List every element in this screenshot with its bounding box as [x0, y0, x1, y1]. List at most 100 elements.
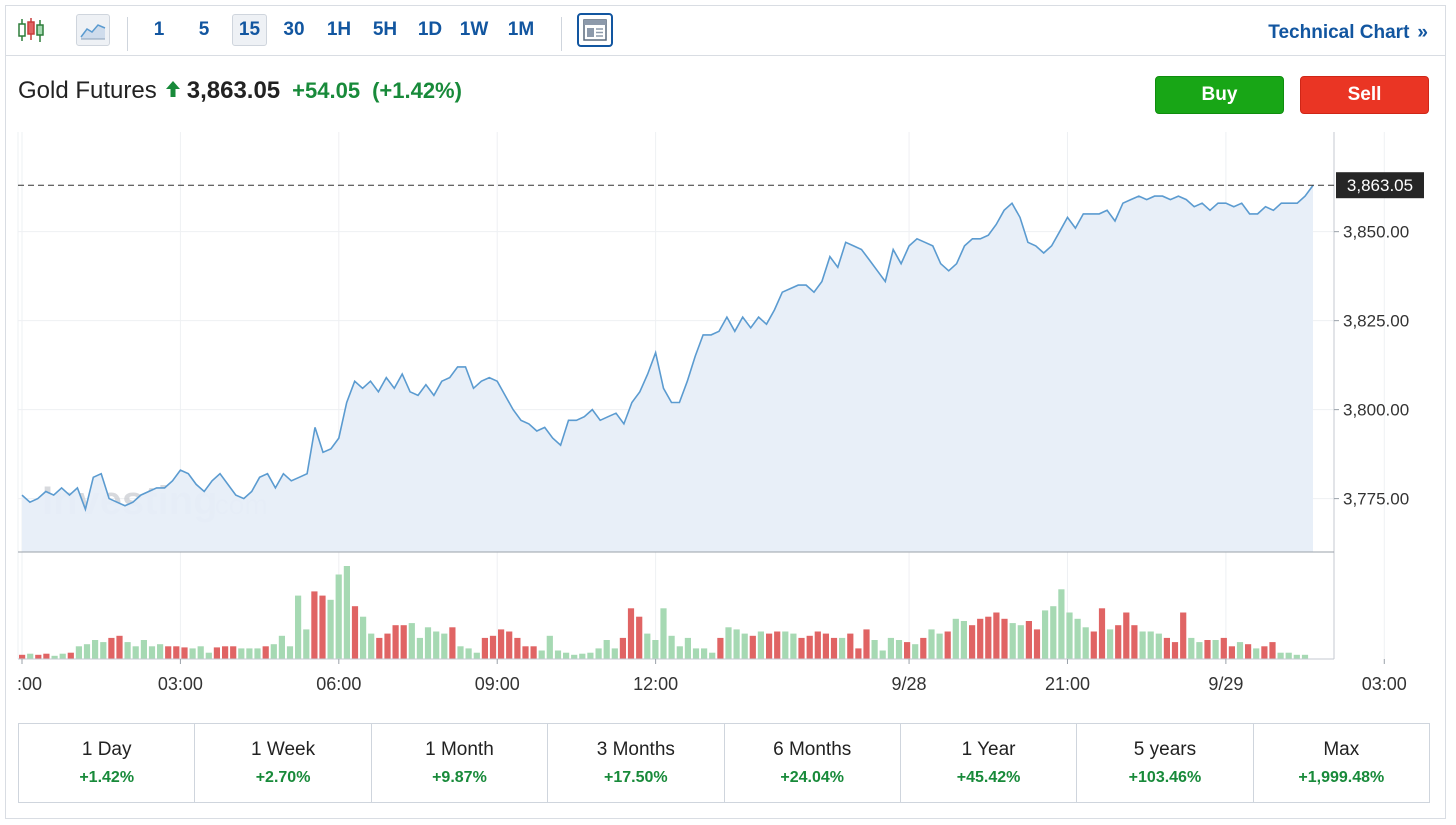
- volume-bar: [181, 647, 188, 659]
- volume-bar: [871, 640, 878, 659]
- volume-bar: [652, 640, 659, 659]
- volume-bar: [75, 646, 82, 659]
- performance-cell[interactable]: 1 Year +45.42%: [901, 724, 1078, 802]
- performance-cell[interactable]: 5 years +103.46%: [1077, 724, 1254, 802]
- volume-bar: [636, 616, 643, 659]
- volume-bar: [1220, 637, 1227, 659]
- volume-bar: [790, 633, 797, 659]
- volume-bar: [489, 635, 497, 660]
- buy-button[interactable]: Buy: [1155, 76, 1284, 114]
- volume-bar: [928, 629, 935, 659]
- volume-bar: [35, 654, 42, 659]
- candlestick-icon[interactable]: [13, 14, 49, 46]
- volume-bar: [1050, 606, 1057, 659]
- volume-bar: [1033, 629, 1041, 659]
- volume-bar: [1277, 652, 1284, 659]
- performance-cell[interactable]: Max +1,999.48%: [1254, 724, 1429, 802]
- performance-summary: 1 Day +1.42% 1 Week +2.70% 1 Month +9.87% 3 Mo…: [18, 723, 1430, 803]
- performance-period: Max: [1323, 739, 1360, 760]
- x-tick-label: 9/29: [1208, 674, 1243, 694]
- volume-bar: [132, 646, 139, 659]
- x-tick-label: :00: [17, 674, 42, 694]
- volume-bar: [27, 653, 34, 659]
- volume-bar: [319, 595, 326, 659]
- interval-5h-button[interactable]: 5H: [372, 19, 398, 40]
- interval-1d-button[interactable]: 1D: [417, 19, 443, 40]
- volume-bar: [1228, 646, 1235, 659]
- performance-change: +1,999.48%: [1298, 769, 1385, 786]
- volume-bar: [343, 566, 350, 659]
- volume-bar: [19, 654, 26, 659]
- volume-bar: [1115, 625, 1122, 659]
- area-chart-icon[interactable]: [76, 14, 110, 46]
- interval-1h-button[interactable]: 1H: [326, 19, 352, 40]
- volume-bar: [725, 627, 732, 659]
- x-tick-label: 12:00: [633, 674, 678, 694]
- interval-5m-button[interactable]: 5: [198, 19, 210, 40]
- y-tick-label: 3,825.00: [1343, 312, 1409, 331]
- layout-icon[interactable]: [577, 13, 613, 47]
- performance-cell[interactable]: 1 Week +2.70%: [195, 724, 372, 802]
- volume-bar: [977, 618, 984, 659]
- volume-bar: [660, 608, 667, 659]
- performance-change: +1.42%: [79, 769, 135, 786]
- volume-bar: [904, 642, 911, 659]
- volume-bar: [351, 606, 359, 659]
- technical-chart-label: Technical Chart: [1268, 22, 1410, 43]
- performance-cell[interactable]: 1 Month +9.87%: [372, 724, 549, 802]
- performance-change: +103.46%: [1128, 769, 1202, 786]
- price-chart[interactable]: Investing .com 3,775.003,800.003,825.003…: [0, 0, 1456, 700]
- last-price-label: 3,863.05: [1347, 176, 1413, 195]
- performance-change: +2.70%: [255, 769, 311, 786]
- volume-bar: [157, 644, 164, 659]
- volume-bar: [1001, 618, 1008, 659]
- volume-bars-layer: [19, 566, 1309, 660]
- volume-bar: [936, 633, 943, 659]
- volume-bar: [1074, 618, 1081, 659]
- instrument-name: Gold Futures: [18, 77, 157, 104]
- performance-cell[interactable]: 6 Months +24.04%: [725, 724, 901, 802]
- interval-15m-button[interactable]: 15: [232, 14, 267, 46]
- volume-bar: [100, 642, 107, 659]
- volume-bar: [676, 646, 683, 659]
- volume-bar: [1009, 623, 1016, 659]
- interval-30m-button[interactable]: 30: [283, 19, 305, 40]
- volume-bar: [774, 631, 781, 659]
- performance-period: 1 Week: [251, 739, 316, 760]
- double-chevron-icon: »: [1417, 22, 1428, 43]
- volume-bar: [944, 631, 951, 659]
- volume-bar: [92, 640, 99, 659]
- volume-bar: [67, 652, 74, 659]
- volume-bar: [895, 640, 903, 659]
- sell-button[interactable]: Sell: [1300, 76, 1429, 114]
- technical-chart-link[interactable]: Technical Chart »: [1268, 22, 1428, 44]
- volume-bar: [1196, 642, 1203, 659]
- volume-bar: [863, 629, 870, 659]
- volume-bar: [563, 652, 570, 659]
- volume-bar: [197, 646, 204, 659]
- volume-bar: [108, 637, 115, 659]
- volume-bar: [270, 644, 277, 659]
- price-change: +54.05: [292, 78, 361, 103]
- interval-1m-button[interactable]: 1: [153, 19, 165, 40]
- volume-bar: [1147, 631, 1154, 659]
- volume-bar: [830, 637, 838, 659]
- volume-bar: [514, 637, 521, 659]
- volume-bar: [1212, 640, 1219, 659]
- volume-bar: [1090, 631, 1097, 659]
- performance-cell[interactable]: 3 Months +17.50%: [548, 724, 725, 802]
- volume-bar: [554, 650, 562, 659]
- volume-bar: [1285, 652, 1292, 659]
- volume-bar: [912, 644, 919, 659]
- volume-bar: [416, 637, 423, 659]
- y-tick-label: 3,800.00: [1343, 401, 1409, 420]
- volume-bar: [384, 633, 391, 659]
- performance-cell[interactable]: 1 Day +1.42%: [19, 724, 196, 802]
- volume-bar: [1066, 612, 1073, 659]
- volume-bar: [839, 637, 846, 659]
- volume-bar: [238, 648, 245, 659]
- volume-bar: [587, 652, 594, 659]
- volume-bar: [847, 633, 854, 659]
- interval-1w-button[interactable]: 1W: [459, 19, 489, 40]
- interval-1mo-button[interactable]: 1M: [507, 19, 535, 40]
